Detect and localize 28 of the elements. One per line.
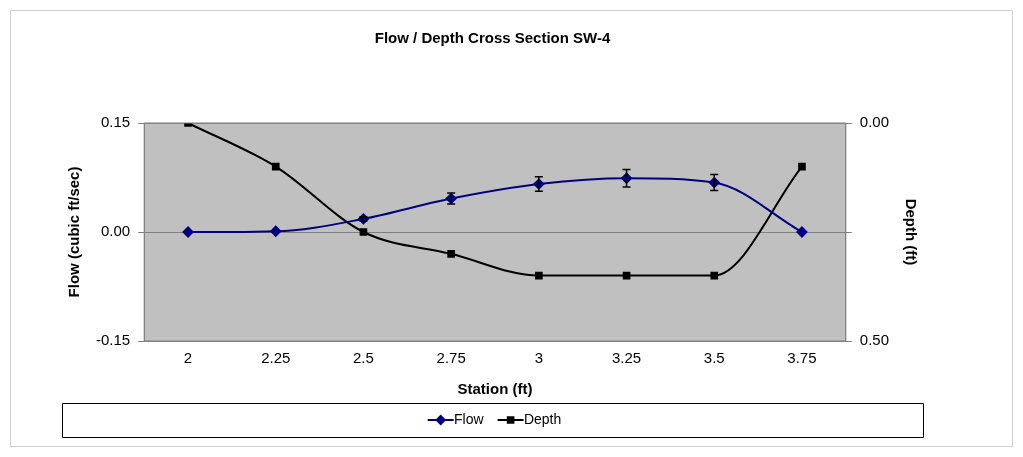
- point: [535, 271, 543, 280]
- point: [359, 228, 368, 236]
- y-axis-title: Flow (cubic ft/sec): [65, 166, 83, 298]
- x-tick-label: 2.5: [353, 349, 374, 367]
- x-tick-label: 3.25: [611, 349, 642, 367]
- y2-axis-title: Depth (ft): [902, 198, 920, 266]
- y-tick-label: 0.15: [100, 113, 131, 131]
- chart-title: Flow / Depth Cross Section SW-4: [374, 29, 611, 47]
- point: [447, 249, 455, 258]
- y2-tick-label: 0.50: [859, 331, 890, 349]
- y2-tick-label: 0.00: [859, 113, 890, 131]
- x-tick-label: 2.75: [436, 349, 466, 367]
- point: [796, 226, 808, 238]
- y-tick-label: 0.00: [100, 222, 131, 240]
- x-tick-label: 3: [534, 349, 544, 367]
- x-tick-label: 3.5: [703, 349, 725, 367]
- y-tick-label: -0.15: [95, 331, 131, 349]
- x-tick-label: 3.75: [787, 349, 817, 367]
- point: [710, 271, 719, 280]
- legend-label: Flow: [430, 410, 485, 427]
- x-tick-label: 2.25: [261, 349, 291, 367]
- point: [271, 162, 280, 171]
- point: [182, 226, 194, 238]
- point: [270, 225, 282, 237]
- legend-label: Depth: [500, 410, 562, 427]
- x-tick-label: 2: [183, 349, 193, 367]
- point: [798, 162, 806, 171]
- x-axis-title: Station (ft): [457, 380, 533, 398]
